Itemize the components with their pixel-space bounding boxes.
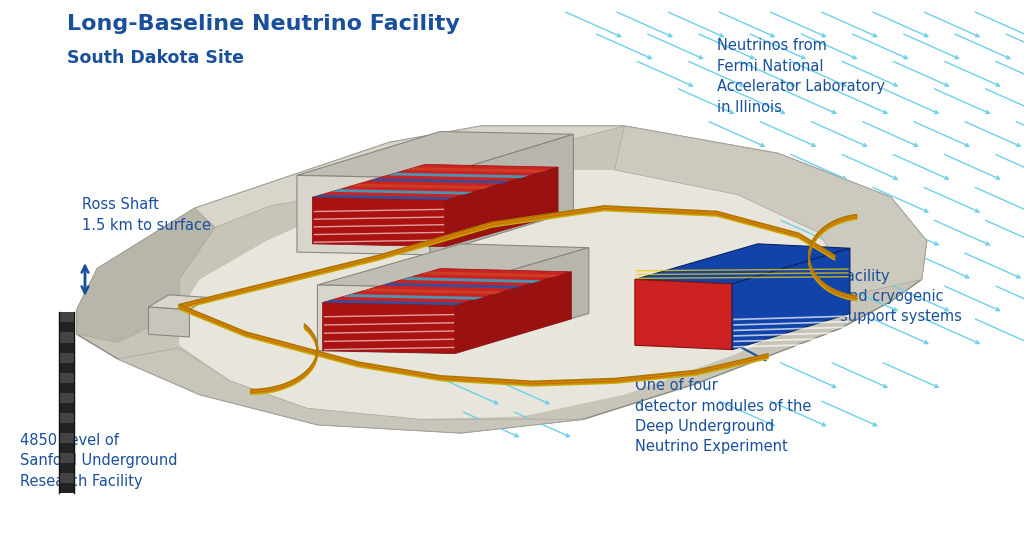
Polygon shape (312, 195, 455, 200)
Text: Facility
and cryogenic
support systems: Facility and cryogenic support systems (840, 269, 962, 324)
Polygon shape (59, 352, 74, 363)
Polygon shape (148, 307, 189, 337)
Polygon shape (317, 244, 589, 288)
Polygon shape (350, 184, 492, 189)
Polygon shape (59, 393, 74, 403)
Polygon shape (445, 167, 558, 247)
Text: Long-Baseline Neutrino Facility: Long-Baseline Neutrino Facility (67, 14, 460, 33)
Polygon shape (430, 134, 573, 255)
Polygon shape (407, 167, 548, 173)
Polygon shape (77, 126, 927, 433)
Polygon shape (59, 312, 74, 322)
Polygon shape (635, 244, 850, 284)
Polygon shape (59, 453, 74, 463)
Polygon shape (323, 300, 465, 305)
Polygon shape (312, 197, 445, 247)
Polygon shape (381, 283, 523, 288)
Polygon shape (323, 269, 571, 305)
Polygon shape (59, 423, 74, 433)
Polygon shape (59, 403, 74, 413)
Polygon shape (59, 443, 74, 453)
Polygon shape (59, 383, 74, 393)
Polygon shape (331, 189, 473, 195)
Polygon shape (59, 333, 74, 342)
Polygon shape (179, 170, 835, 419)
Polygon shape (312, 164, 558, 200)
Text: 4850 Level of
Sanford Underground
Research Facility: 4850 Level of Sanford Underground Resear… (20, 433, 178, 489)
Polygon shape (59, 433, 74, 443)
Polygon shape (387, 173, 529, 178)
Polygon shape (118, 348, 584, 433)
Polygon shape (297, 175, 430, 255)
Polygon shape (456, 272, 571, 353)
Polygon shape (59, 483, 74, 493)
Polygon shape (451, 248, 589, 353)
Polygon shape (361, 288, 504, 294)
Polygon shape (77, 208, 215, 342)
Text: Neutrinos from
Fermi National
Accelerator Laboratory
in Illinois: Neutrinos from Fermi National Accelerato… (717, 38, 885, 115)
Text: One of four
detector modules of the
Deep Underground
Neutrino Experiment: One of four detector modules of the Deep… (635, 378, 811, 454)
Polygon shape (297, 132, 573, 178)
Polygon shape (317, 285, 451, 353)
Polygon shape (59, 463, 74, 473)
Polygon shape (401, 277, 542, 283)
Polygon shape (59, 322, 74, 333)
Polygon shape (59, 413, 74, 423)
Polygon shape (59, 342, 74, 352)
Polygon shape (59, 473, 74, 483)
Polygon shape (614, 126, 927, 299)
Polygon shape (59, 373, 74, 383)
Polygon shape (369, 178, 511, 184)
Polygon shape (323, 302, 456, 353)
Polygon shape (148, 295, 210, 310)
Polygon shape (179, 170, 845, 419)
Polygon shape (421, 271, 561, 277)
Polygon shape (635, 279, 732, 350)
Polygon shape (59, 363, 74, 373)
Text: South Dakota Site: South Dakota Site (67, 49, 244, 67)
Polygon shape (195, 126, 625, 227)
Text: Ross Shaft
1.5 km to surface: Ross Shaft 1.5 km to surface (82, 197, 211, 233)
Polygon shape (342, 294, 484, 300)
Polygon shape (732, 248, 850, 350)
